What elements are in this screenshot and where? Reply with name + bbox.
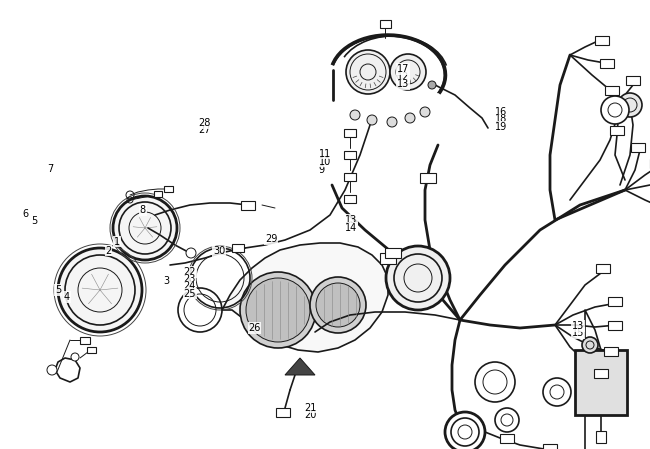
Text: 18: 18 (495, 114, 508, 124)
Circle shape (186, 248, 196, 258)
Circle shape (386, 246, 450, 310)
Bar (594, 369, 608, 378)
Text: 2: 2 (105, 246, 112, 255)
Bar (380, 252, 396, 264)
Circle shape (618, 93, 642, 117)
Bar (596, 264, 610, 273)
Text: 11: 11 (318, 149, 331, 158)
Text: 1: 1 (114, 237, 120, 247)
Text: 13: 13 (344, 215, 357, 225)
Circle shape (47, 365, 57, 375)
Text: 4: 4 (64, 292, 70, 302)
Bar (608, 296, 622, 305)
Text: 29: 29 (265, 234, 278, 244)
Text: 17: 17 (396, 64, 409, 74)
Text: 16: 16 (495, 107, 508, 117)
Circle shape (387, 117, 397, 127)
Bar (344, 151, 356, 159)
Circle shape (350, 110, 360, 120)
Text: 22: 22 (183, 267, 196, 277)
Text: 28: 28 (198, 118, 211, 128)
Circle shape (240, 272, 316, 348)
Polygon shape (285, 358, 315, 375)
Bar (80, 336, 90, 343)
Circle shape (390, 54, 426, 90)
Circle shape (316, 283, 360, 327)
Circle shape (420, 107, 430, 117)
Text: 19: 19 (495, 122, 508, 132)
Circle shape (601, 96, 629, 124)
Text: 15: 15 (572, 328, 584, 338)
Bar (344, 129, 356, 137)
Bar (232, 244, 244, 252)
Bar (420, 173, 436, 183)
Text: 13: 13 (396, 79, 409, 89)
Bar (596, 431, 606, 443)
Text: 14: 14 (344, 223, 357, 233)
Text: 25: 25 (183, 289, 196, 299)
Text: 5: 5 (55, 285, 62, 295)
Circle shape (346, 50, 390, 94)
Bar (86, 347, 96, 353)
Bar (610, 126, 624, 135)
Text: 21: 21 (304, 403, 317, 413)
Text: 3: 3 (164, 276, 170, 286)
Text: 12: 12 (396, 72, 409, 82)
Bar (500, 433, 514, 443)
Bar (543, 444, 557, 449)
Bar (380, 20, 391, 28)
Bar (575, 350, 627, 415)
Circle shape (367, 115, 377, 125)
Text: 7: 7 (47, 164, 53, 174)
Bar (241, 201, 255, 210)
Bar (164, 186, 172, 192)
Text: 20: 20 (304, 410, 317, 420)
Bar (385, 248, 401, 258)
Bar (595, 35, 609, 44)
Bar (600, 58, 614, 67)
Bar (626, 75, 640, 84)
Polygon shape (222, 243, 388, 352)
Circle shape (445, 412, 485, 449)
Circle shape (582, 337, 598, 353)
Bar (631, 142, 645, 151)
Text: 9: 9 (318, 165, 324, 175)
Bar (276, 408, 290, 417)
Circle shape (71, 353, 79, 361)
Text: 24: 24 (183, 282, 196, 291)
Text: 27: 27 (198, 125, 211, 135)
Circle shape (246, 278, 310, 342)
Text: 30: 30 (213, 247, 226, 256)
Text: 5: 5 (31, 216, 38, 226)
Text: 10: 10 (318, 157, 331, 167)
Text: 8: 8 (140, 205, 146, 215)
Circle shape (113, 196, 177, 260)
Bar (344, 173, 356, 181)
Bar (608, 321, 622, 330)
Circle shape (58, 248, 142, 332)
Bar (605, 85, 619, 94)
Bar (154, 191, 162, 197)
Circle shape (310, 277, 366, 333)
Text: 13: 13 (572, 321, 584, 331)
Bar (604, 347, 618, 356)
Circle shape (405, 113, 415, 123)
Text: 23: 23 (183, 274, 196, 284)
Bar (344, 195, 356, 203)
Circle shape (428, 81, 436, 89)
Text: 26: 26 (248, 323, 261, 333)
Text: 6: 6 (22, 209, 28, 219)
